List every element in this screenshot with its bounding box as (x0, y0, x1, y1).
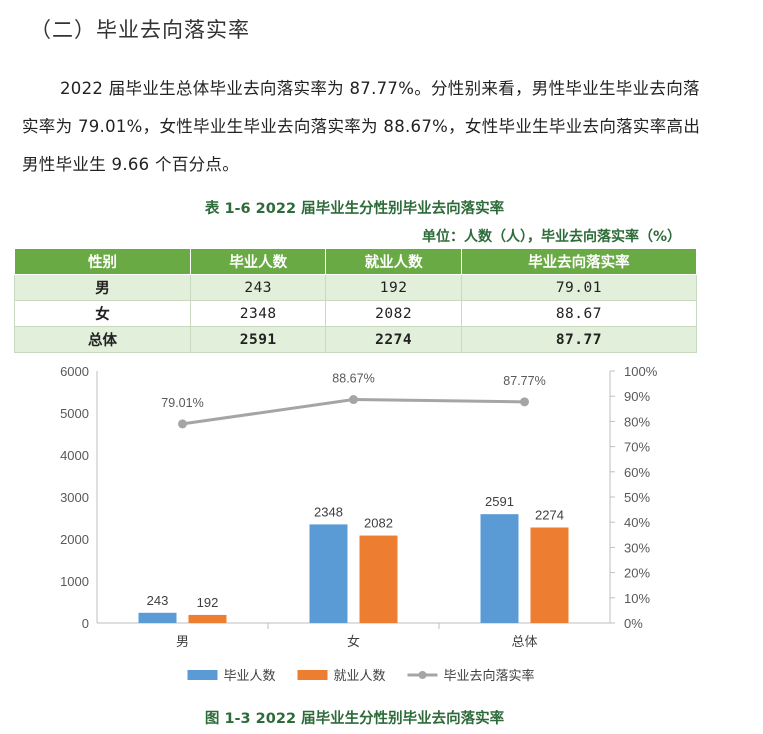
cell-gender: 女 (14, 300, 191, 327)
rate-point (178, 419, 187, 429)
bar-data-label: 243 (147, 593, 169, 608)
table-row: 男 243 192 79.01 (14, 274, 698, 301)
cell-employed: 192 (325, 274, 462, 301)
cell-graduates: 243 (189, 274, 327, 301)
table-row: 女 2348 2082 88.67 (14, 300, 698, 327)
legend-bar-swatch (187, 670, 218, 680)
rate-data-label: 79.01% (161, 396, 203, 410)
rate-point (520, 397, 529, 407)
cell-employed: 2082 (325, 300, 462, 327)
right-axis-tick-label: 100% (624, 364, 658, 379)
right-axis-tick-label: 90% (624, 389, 650, 404)
cell-graduates: 2591 (189, 326, 327, 353)
right-axis-tick-label: 0% (624, 616, 643, 631)
left-axis-tick-label: 5000 (60, 406, 89, 421)
rate-data-label: 87.77% (503, 374, 545, 388)
gender-rate-chart: 0 1000 2000 3000 4000 5000 6000 0% 10% 20% 30% 40% 5… (60, 364, 658, 683)
left-axis-tick-label: 3000 (60, 490, 89, 505)
gender-rate-table: 性别 毕业人数 就业人数 毕业去向落实率 男 243 192 79.01 女 2… (14, 248, 698, 353)
left-axis-tick-label: 4000 (60, 448, 89, 463)
left-axis-tick-label: 6000 (60, 364, 89, 379)
x-axis-category-label: 男 (176, 634, 189, 649)
bar-employed (188, 614, 227, 623)
left-axis-tick-label: 1000 (60, 574, 89, 589)
bar-data-label: 2274 (535, 507, 564, 522)
legend-label: 毕业去向落实率 (444, 668, 535, 683)
cell-gender: 总体 (14, 326, 191, 353)
left-axis-tick-label: 2000 (60, 532, 89, 547)
section-heading: （二）毕业去向落实率 (30, 18, 250, 42)
cell-rate: 87.77 (460, 326, 698, 353)
bar-graduates (309, 524, 348, 623)
bar-employed (359, 535, 398, 623)
x-axis-category-label: 女 (347, 634, 360, 649)
cell-graduates: 2348 (189, 300, 327, 327)
bar-data-label: 2591 (485, 494, 514, 509)
bar-data-label: 2082 (364, 516, 393, 531)
cell-rate: 79.01 (460, 274, 698, 301)
header-graduates: 毕业人数 (189, 248, 327, 275)
bar-graduates (480, 514, 519, 623)
rate-data-label: 88.67% (332, 372, 374, 386)
right-axis-tick-label: 50% (624, 490, 650, 505)
right-axis-tick-label: 20% (624, 566, 650, 581)
summary-paragraph: 2022 届毕业生总体毕业去向落实率为 87.77%。分性别来看，男性毕业生毕业… (22, 79, 701, 174)
bar-graduates (138, 612, 177, 623)
table-unit-note: 单位：人数（人），毕业去向落实率（%） (421, 229, 681, 245)
right-axis-tick-label: 10% (624, 591, 650, 606)
table-row-total: 总体 2591 2274 87.77 (14, 326, 698, 353)
right-axis-tick-label: 60% (624, 465, 650, 480)
legend-line-marker (418, 671, 427, 679)
right-axis-tick-label: 40% (624, 515, 650, 530)
bar-employed (530, 527, 569, 623)
legend-label: 毕业人数 (224, 668, 276, 683)
cell-gender: 男 (14, 274, 191, 301)
right-axis-tick-label: 30% (624, 540, 650, 555)
legend-label: 就业人数 (334, 668, 386, 683)
header-rate: 毕业去向落实率 (460, 248, 698, 275)
cell-rate: 88.67 (460, 300, 698, 327)
header-employed: 就业人数 (325, 248, 462, 275)
right-axis-tick-label: 80% (624, 414, 650, 429)
table-header-row: 性别 毕业人数 就业人数 毕业去向落实率 (14, 248, 698, 275)
right-axis-tick-label: 70% (624, 440, 650, 455)
x-axis-category-label: 总体 (511, 634, 537, 649)
figure-caption: 图 1-3 2022 届毕业生分性别毕业去向落实率 (204, 711, 505, 727)
left-axis-tick-label: 0 (82, 616, 89, 631)
table-caption: 表 1-6 2022 届毕业生分性别毕业去向落实率 (204, 201, 505, 217)
rate-point (349, 395, 358, 405)
bar-data-label: 2348 (314, 504, 343, 519)
bar-data-label: 192 (197, 595, 219, 610)
legend-bar-swatch (297, 670, 328, 680)
cell-employed: 2274 (325, 326, 462, 353)
header-gender: 性别 (14, 248, 191, 275)
